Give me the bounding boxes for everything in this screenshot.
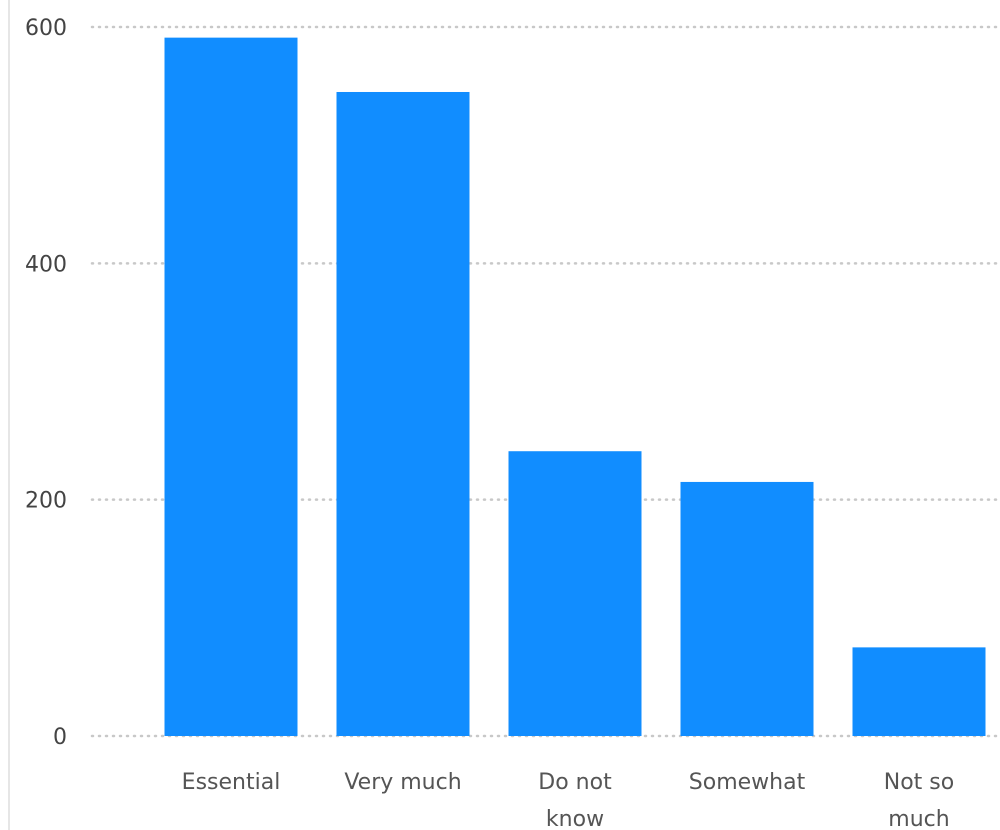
x-tick-label-line: know	[546, 807, 604, 830]
y-tick-label: 400	[25, 252, 67, 277]
bar-somewhat[interactable]	[680, 481, 814, 736]
y-tick-label: 200	[25, 489, 67, 514]
x-tick-label-line: Somewhat	[689, 770, 806, 795]
x-tick-label-line: much	[888, 807, 949, 830]
x-tick-label: Somewhat	[689, 770, 806, 795]
x-tick-label-line: Do not	[538, 770, 612, 795]
bar-essential[interactable]	[164, 37, 298, 736]
bar-not-so-much[interactable]	[852, 647, 986, 736]
x-tick-label-line: Essential	[182, 770, 281, 795]
bars	[164, 37, 986, 736]
x-axis-labels: Essential Very much Do not know Somewhat Not …	[182, 770, 955, 830]
x-tick-label-line: Very much	[344, 770, 461, 795]
bar-very-much[interactable]	[336, 91, 470, 736]
x-tick-label: Not so much	[884, 770, 954, 830]
bar-do-not-know[interactable]	[508, 451, 642, 736]
x-tick-label: Very much	[344, 770, 461, 795]
y-tick-label: 600	[25, 16, 67, 41]
x-tick-label: Do not know	[538, 770, 612, 830]
y-tick-label: 0	[53, 725, 67, 750]
x-tick-label-line: Not so	[884, 770, 954, 795]
x-tick-label: Essential	[182, 770, 281, 795]
y-axis-ticks: 0 200 400 600	[25, 16, 67, 750]
